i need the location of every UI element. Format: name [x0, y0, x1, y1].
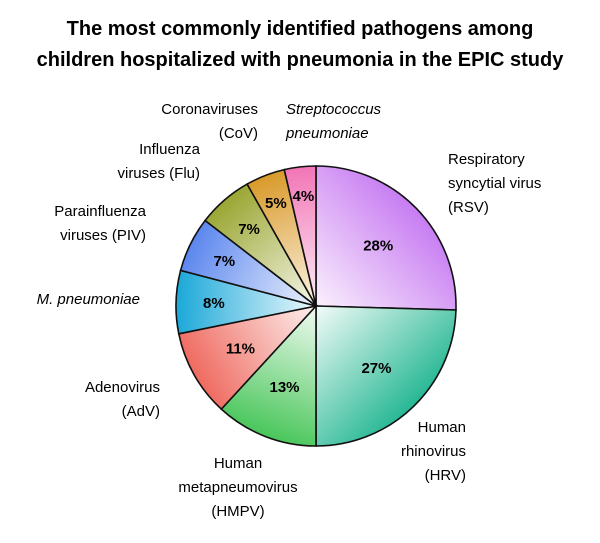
pie-value-label: 11% [226, 341, 255, 358]
pie-category-label: Parainfluenza viruses (PIV) [54, 203, 146, 244]
pie-category-label: Streptococcus pneumoniae [285, 101, 382, 142]
pie-slice [283, 165, 317, 307]
pie-value-label: 13% [269, 379, 299, 396]
pie-value-label: 8% [203, 295, 225, 312]
chart-title-line-1: The most commonly identified pathogens a… [66, 18, 534, 40]
pie-category-label: Human rhinovirus (HRV) [401, 419, 466, 484]
pie-slices [175, 165, 457, 447]
pie-category-label: Influenza viruses (Flu) [117, 141, 200, 182]
pie-value-label: 7% [238, 221, 260, 238]
pie-slice [177, 304, 319, 411]
pie-value-labels: 28% 27% 13% 11% 8% 7%7% 5% 4% [203, 188, 393, 396]
pie-category-label: Human metapneumovirus (HMPV) [178, 455, 297, 520]
pie-value-label: 7% [213, 253, 235, 270]
pie-value-label: 4% [293, 188, 315, 205]
pie-slice [220, 303, 317, 447]
pie-value-label: 27% [361, 360, 391, 377]
pie-value-label: 28% [363, 238, 393, 255]
pie-value-label: 5% [265, 195, 287, 212]
pie-slice [315, 165, 457, 311]
pie-category-label: Respiratory syncytial virus (RSV) [448, 151, 541, 216]
pie-slice [315, 305, 457, 447]
pie-category-labels: Respiratory syncytial virus (RSV) Human rhin… [37, 101, 542, 520]
chart-title: The most commonly identified pathogens a… [0, 14, 600, 76]
chart-title-line-2: children hospitalized with pneumonia in … [36, 49, 564, 71]
pie-category-label: M. pneumoniae [37, 291, 140, 308]
pie-category-label: Adenovirus (AdV) [85, 379, 160, 420]
pie-category-label: Coronaviruses (CoV) [161, 101, 258, 142]
